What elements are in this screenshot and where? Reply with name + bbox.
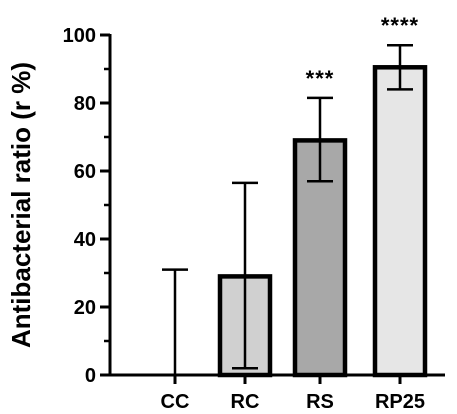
error-bars (162, 43, 413, 375)
y-tick-label: 60 (74, 161, 96, 183)
labels: 0 20 40 60 80 100 CC RC RS *** RP25 **** (63, 13, 425, 413)
y-tick-label: 80 (74, 93, 96, 115)
bars (217, 65, 428, 378)
x-tick-label: RS (306, 391, 334, 413)
y-tick-label: 100 (63, 25, 96, 47)
x-tick-label: RP25 (375, 391, 425, 413)
y-tick-label: 40 (74, 229, 96, 251)
significance-label: **** (381, 13, 419, 38)
bar (292, 138, 348, 378)
significance-label: *** (306, 66, 335, 91)
y-axis-title: Antibacterial ratio (r %) (6, 62, 36, 348)
x-tick-label: CC (161, 391, 190, 413)
bar (372, 65, 428, 378)
y-tick-label: 0 (85, 365, 96, 387)
x-tick-label: RC (231, 391, 260, 413)
y-tick-label: 20 (74, 297, 96, 319)
